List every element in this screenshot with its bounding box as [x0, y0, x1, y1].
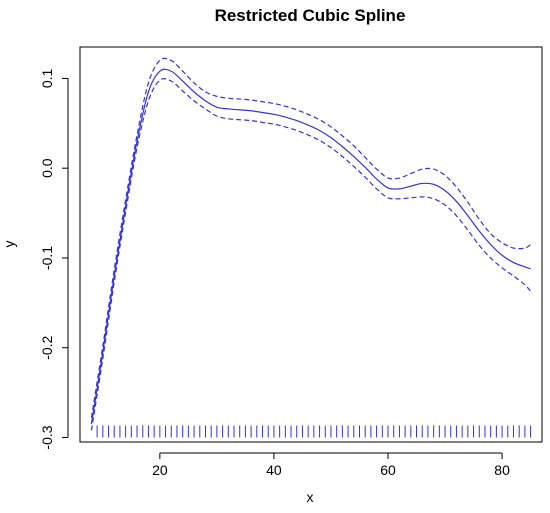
- plot-frame: [79, 46, 543, 443]
- y-tick-label: -0.2: [39, 335, 55, 359]
- upper-ci-line: [90, 57, 531, 418]
- rug-marks: [96, 425, 532, 438]
- y-tick-label: 0.1: [39, 68, 55, 88]
- x-tick-label: 60: [380, 462, 396, 478]
- x-tick-label: 40: [266, 462, 282, 478]
- spline-estimate-line: [90, 68, 531, 425]
- x-axis-label: x: [307, 489, 314, 505]
- y-tick-label: -0.3: [39, 425, 55, 449]
- lower-ci-line: [90, 77, 532, 431]
- y-axis-label: y: [1, 241, 17, 248]
- series-lines: [90, 57, 532, 431]
- x-axis: 20 40 60 80: [152, 452, 510, 478]
- y-tick-label: -0.1: [39, 246, 55, 270]
- x-tick-label: 20: [152, 462, 168, 478]
- y-axis: -0.3 -0.2 -0.1 0.0 0.1: [39, 68, 69, 450]
- x-tick-label: 80: [494, 462, 510, 478]
- y-tick-label: 0.0: [39, 158, 55, 178]
- chart-title: Restricted Cubic Spline: [215, 6, 406, 25]
